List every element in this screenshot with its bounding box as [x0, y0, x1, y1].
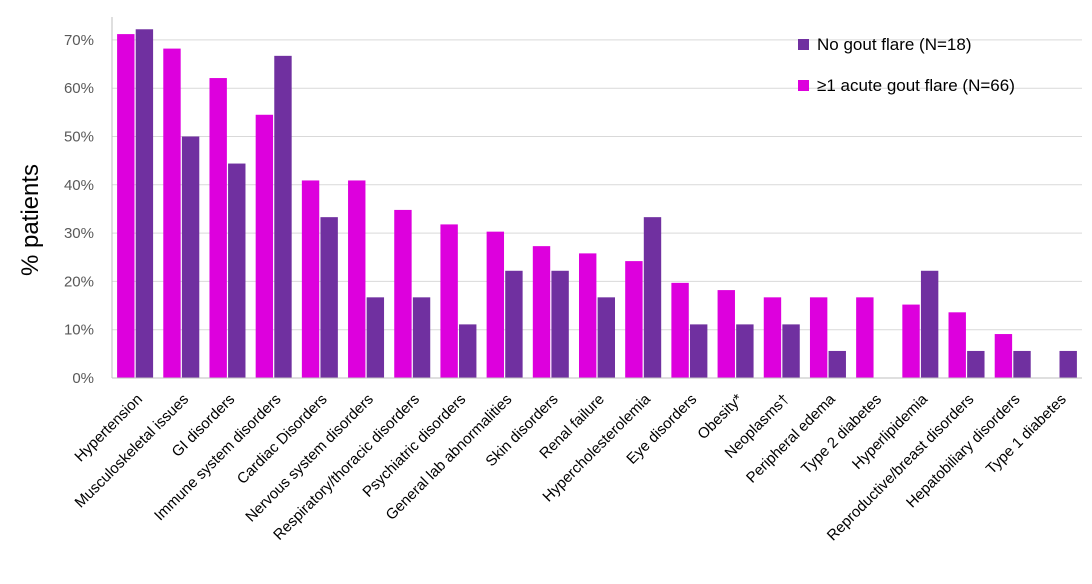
legend-entry: No gout flare (N=18)	[817, 35, 972, 54]
y-tick-label: 30%	[64, 225, 94, 242]
legend: No gout flare (N=18) ≥1 acute gout flare …	[798, 35, 1015, 95]
bar-no-gout-flare	[459, 324, 477, 378]
bar-gout-flare	[994, 334, 1013, 378]
bar-no-gout-flare	[597, 297, 615, 378]
legend-swatch	[798, 80, 809, 91]
x-category-label: Type 1 diabetes	[983, 391, 1070, 478]
bar-no-gout-flare	[782, 324, 800, 378]
y-tick-label: 40%	[64, 177, 94, 194]
bar-gout-flare	[763, 297, 782, 378]
bar-gout-flare	[856, 297, 874, 378]
y-tick-label: 0%	[72, 370, 94, 387]
legend-entry: ≥1 acute gout flare (N=66)	[817, 76, 1015, 95]
bar-gout-flare	[625, 261, 643, 378]
bar-gout-flare	[902, 304, 920, 378]
bar-gout-flare	[163, 48, 181, 379]
bar-gout-flare	[532, 246, 551, 378]
bar-gout-flare	[440, 224, 458, 378]
y-tick-label: 50%	[64, 129, 94, 146]
y-axis-label: % patients	[17, 164, 44, 276]
bar-gout-flare	[117, 34, 135, 378]
y-axis-ticks: 0% 10% 20% 30% 40% 50% 60% 70%	[64, 32, 94, 387]
y-tick-label: 10%	[64, 322, 94, 339]
bar-gout-flare	[717, 290, 735, 378]
bar-no-gout-flare	[412, 297, 431, 378]
bar-no-gout-flare	[689, 324, 708, 378]
bar-no-gout-flare	[828, 350, 846, 378]
bar-no-gout-flare	[181, 136, 200, 378]
bar-no-gout-flare	[551, 270, 569, 378]
y-tick-label: 70%	[64, 32, 94, 49]
bar-no-gout-flare	[274, 55, 292, 379]
bar-no-gout-flare	[736, 324, 754, 378]
bar-no-gout-flare	[1059, 350, 1077, 378]
bar-no-gout-flare	[135, 29, 154, 379]
bar-gout-flare	[255, 114, 274, 378]
bar-gout-flare	[394, 209, 412, 378]
bar-no-gout-flare	[320, 217, 338, 378]
bar-gout-flare	[579, 253, 597, 378]
y-tick-label: 20%	[64, 273, 94, 290]
bar-no-gout-flare	[505, 270, 523, 378]
bar-gout-flare	[209, 78, 227, 378]
bar-gout-flare	[348, 180, 366, 378]
bar-gout-flare	[809, 297, 828, 378]
bar-gout-flare	[301, 180, 320, 378]
bar-gout-flare	[486, 231, 505, 378]
bar-no-gout-flare	[920, 270, 939, 378]
bar-no-gout-flare	[1013, 350, 1031, 378]
bar-no-gout-flare	[228, 163, 246, 378]
x-category-label: Type 2 diabetes	[798, 391, 885, 478]
gridlines	[112, 39, 1082, 331]
bar-gout-flare	[948, 312, 966, 378]
bars	[117, 29, 1077, 379]
bar-no-gout-flare	[643, 217, 662, 378]
legend-swatch	[798, 39, 809, 50]
bar-no-gout-flare	[967, 350, 985, 378]
bar-no-gout-flare	[366, 297, 385, 378]
bar-gout-flare	[671, 282, 689, 378]
y-tick-label: 60%	[64, 80, 94, 97]
